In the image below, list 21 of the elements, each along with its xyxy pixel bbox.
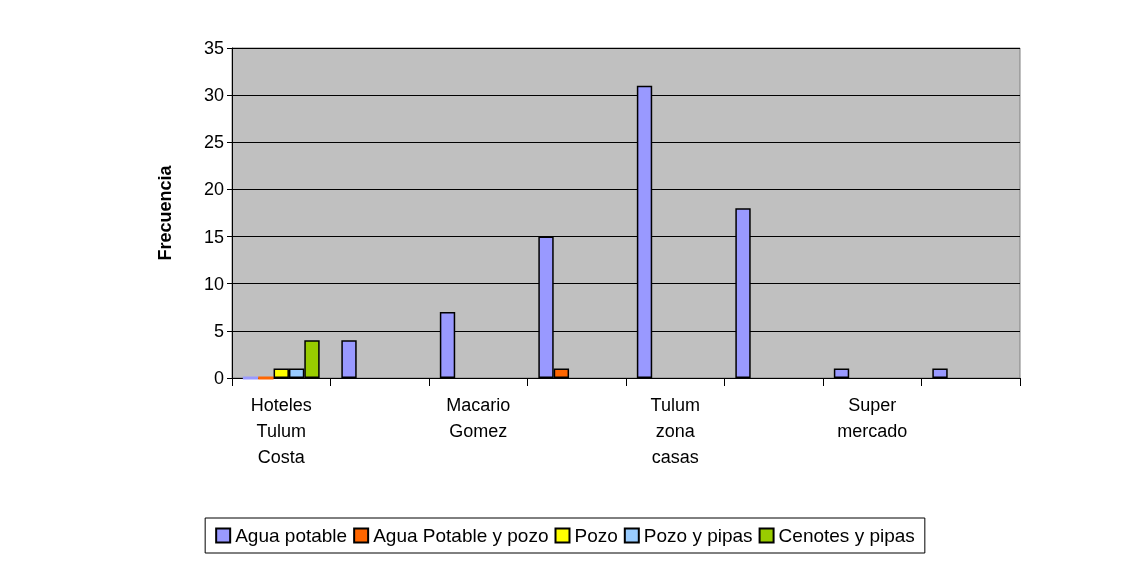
x-tick-label: Macario Gomez <box>446 395 511 441</box>
y-tick-label: 35 <box>203 38 224 58</box>
x-tick-label: Hoteles Tulum Costa <box>250 395 312 467</box>
y-axis-title: Frecuencia <box>155 164 175 261</box>
y-tick-label: 25 <box>203 132 224 153</box>
bar <box>833 368 850 378</box>
y-tick-label: 15 <box>203 226 224 247</box>
y-tick-label: 5 <box>213 320 224 341</box>
legend-label: Pozo y pipas <box>643 525 753 546</box>
y-tick-label: 0 <box>213 368 224 388</box>
legend-label: Pozo <box>574 525 618 546</box>
y-tick-label: 20 <box>203 179 224 200</box>
y-tick-label: 30 <box>203 85 224 106</box>
bar <box>932 368 948 378</box>
legend-label: Agua potable <box>235 525 348 546</box>
x-tick-label: Super mercado <box>837 395 908 441</box>
x-tick-label: Tulum zona casas <box>650 395 700 467</box>
bar <box>341 340 357 378</box>
legend-label: Cenotes y pipas <box>778 525 915 546</box>
y-tick-label: 10 <box>203 273 224 294</box>
legend-label: Agua Potable y pozo <box>373 525 549 546</box>
